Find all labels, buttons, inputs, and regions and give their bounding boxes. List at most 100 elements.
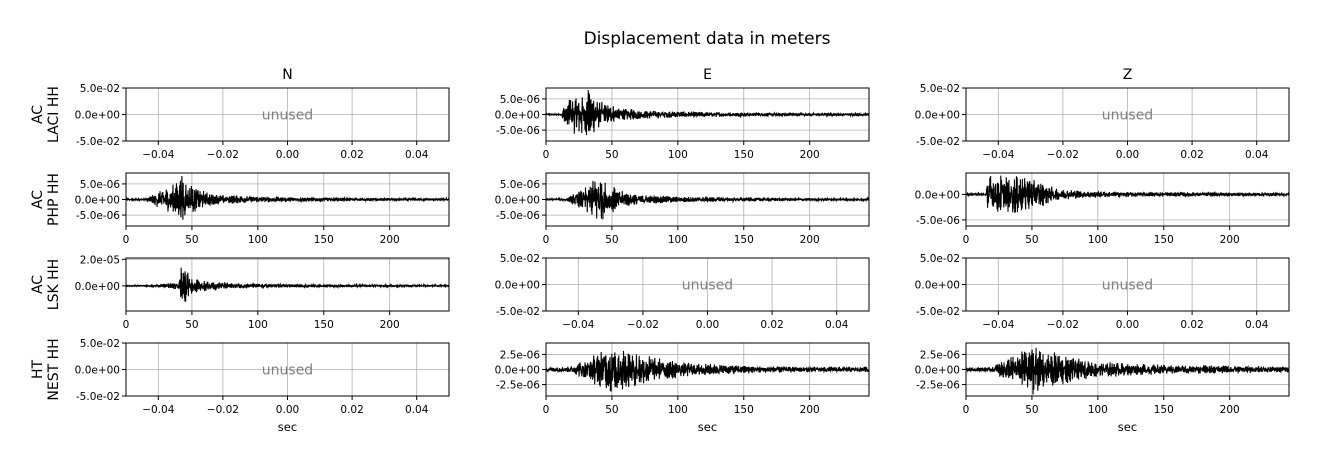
row-label: AC LSK HH: [30, 259, 62, 310]
y-tick-label: 2.5e-06: [500, 349, 541, 361]
row-label: AC PHP HH: [30, 173, 62, 226]
y-tick-label: -5.0e-06: [496, 125, 540, 137]
y-tick-label: -5.0e-02: [76, 391, 120, 403]
x-tick-label: 0.00: [696, 319, 719, 331]
x-tick-label: 50: [185, 319, 198, 331]
row-network-label: AC: [30, 275, 46, 294]
x-tick-label: 50: [1025, 234, 1038, 246]
subplot-r1-c0: 0 50 100 150 200 5.0e-06 0.0e+00 -5.0e-06: [75, 172, 450, 246]
x-axis-label: sec: [698, 420, 717, 434]
x-axis-label: sec: [1118, 420, 1137, 434]
y-tick-label: 5.0e-02: [80, 83, 120, 95]
y-tick-label: -5.0e-02: [916, 306, 960, 318]
row-network-label: AC: [30, 190, 46, 209]
x-tick-label: 0.00: [276, 404, 299, 416]
waveform-trace: [125, 175, 450, 220]
y-tick-label: 0.0e+00: [495, 365, 540, 377]
row-label: HT NEST HH: [30, 338, 62, 400]
x-tick-label: 0.00: [1116, 149, 1139, 161]
y-tick-label: -2.5e-06: [916, 380, 960, 392]
x-tick-label: 0.02: [340, 404, 363, 416]
subplot-r2-c1: unused −0.04 −0.02 0.00 0.02 0.04 5.0e-02 0.0e+…: [495, 253, 870, 331]
x-tick-label: 50: [185, 234, 198, 246]
y-tick-label: 0.0e+00: [75, 281, 120, 293]
subplot-r1-c1: 0 50 100 150 200 5.0e-06 0.0e+00 -5.0e-06: [495, 172, 870, 246]
column-header-n: N: [282, 67, 292, 83]
y-tick-label: 5.0e-06: [80, 179, 121, 191]
x-tick-label: 100: [668, 149, 688, 161]
x-tick-label: 100: [1088, 234, 1108, 246]
x-tick-label: 0: [543, 149, 550, 161]
unused-label: unused: [1102, 278, 1153, 294]
waveform-trace: [965, 347, 1290, 395]
subplot-r0-c0: unused −0.04 −0.02 0.00 0.02 0.04 5.0e-02 0.0e+…: [75, 83, 450, 161]
x-tick-label: 150: [734, 404, 754, 416]
y-tick-label: 5.0e-02: [920, 83, 960, 95]
x-tick-label: 50: [605, 149, 618, 161]
x-tick-label: −0.04: [982, 149, 1014, 161]
x-tick-label: −0.02: [1047, 149, 1079, 161]
x-tick-label: −0.04: [142, 404, 174, 416]
subplot-r2-c2: unused −0.04 −0.02 0.00 0.02 0.04 5.0e-02 0.0e+…: [915, 253, 1290, 331]
y-tick-label: 2.0e-05: [80, 254, 120, 266]
y-tick-label: 2.5e-06: [920, 349, 961, 361]
x-tick-label: 0.02: [1180, 149, 1203, 161]
x-tick-label: 150: [734, 234, 754, 246]
x-tick-label: 100: [1088, 404, 1108, 416]
x-tick-label: 200: [1220, 234, 1240, 246]
x-tick-label: −0.02: [207, 404, 239, 416]
subplot-r0-c1: 0 50 100 150 200 5.0e-06 0.0e+00 -5.0e-06: [495, 87, 870, 161]
waveform-trace: [125, 267, 450, 302]
x-tick-label: 0: [963, 234, 970, 246]
x-tick-label: 50: [605, 234, 618, 246]
y-tick-label: 0.0e+00: [75, 195, 120, 207]
x-tick-label: 0: [543, 404, 550, 416]
x-tick-label: 100: [668, 404, 688, 416]
y-tick-label: -2.5e-06: [496, 380, 540, 392]
subplot-r3-c1: 0 50 100 150 200 2.5e-06 0.0e+00 -2.5e-06 sec: [495, 342, 870, 434]
y-tick-label: 0.0e+00: [495, 195, 540, 207]
x-tick-label: 0.04: [1245, 319, 1269, 331]
x-tick-label: 0.02: [1180, 319, 1203, 331]
y-tick-label: 5.0e-02: [920, 253, 960, 265]
waveform-trace: [545, 180, 870, 220]
x-tick-label: 200: [380, 319, 400, 331]
x-tick-label: −0.02: [207, 149, 239, 161]
x-tick-label: 0: [123, 234, 130, 246]
row-label: AC LACI HH: [30, 86, 62, 143]
y-tick-label: 5.0e-02: [500, 253, 540, 265]
row-network-label: AC: [30, 105, 46, 124]
x-tick-label: −0.04: [982, 319, 1014, 331]
column-header-e: E: [703, 67, 712, 83]
x-tick-label: −0.04: [142, 149, 174, 161]
y-tick-label: -5.0e-06: [76, 210, 120, 222]
y-tick-label: 5.0e-02: [80, 338, 120, 350]
subplot-r2-c0: 0 50 100 150 200 2.0e-05 0.0e+00: [75, 254, 450, 331]
x-tick-label: 200: [800, 404, 820, 416]
x-tick-label: 0.02: [340, 149, 363, 161]
x-tick-label: 100: [248, 319, 268, 331]
x-tick-label: 0.04: [405, 404, 429, 416]
x-tick-label: 150: [1154, 404, 1174, 416]
x-tick-label: 50: [605, 404, 618, 416]
y-tick-label: 0.0e+00: [495, 110, 540, 122]
waveform-trace: [545, 350, 870, 392]
subplot-r3-c0: unused −0.04 −0.02 0.00 0.02 0.04 5.0e-02 0.0e+…: [75, 338, 450, 434]
y-tick-label: -5.0e-02: [916, 136, 960, 148]
x-tick-label: 200: [380, 234, 400, 246]
x-tick-label: 0.02: [760, 319, 783, 331]
y-tick-label: 0.0e+00: [915, 189, 960, 201]
unused-label: unused: [682, 278, 733, 294]
x-tick-label: 0: [543, 234, 550, 246]
x-tick-label: −0.02: [627, 319, 659, 331]
x-tick-label: 100: [248, 234, 268, 246]
subplot-r1-c2: 0 50 100 150 200 0.0e+00 -5.0e-06: [915, 172, 1290, 246]
y-tick-label: 5.0e-06: [500, 179, 541, 191]
y-tick-label: 0.0e+00: [915, 365, 960, 377]
waveform-trace: [545, 90, 870, 136]
x-tick-label: 150: [314, 234, 334, 246]
y-tick-label: 5.0e-06: [500, 94, 541, 106]
x-tick-label: 150: [734, 149, 754, 161]
